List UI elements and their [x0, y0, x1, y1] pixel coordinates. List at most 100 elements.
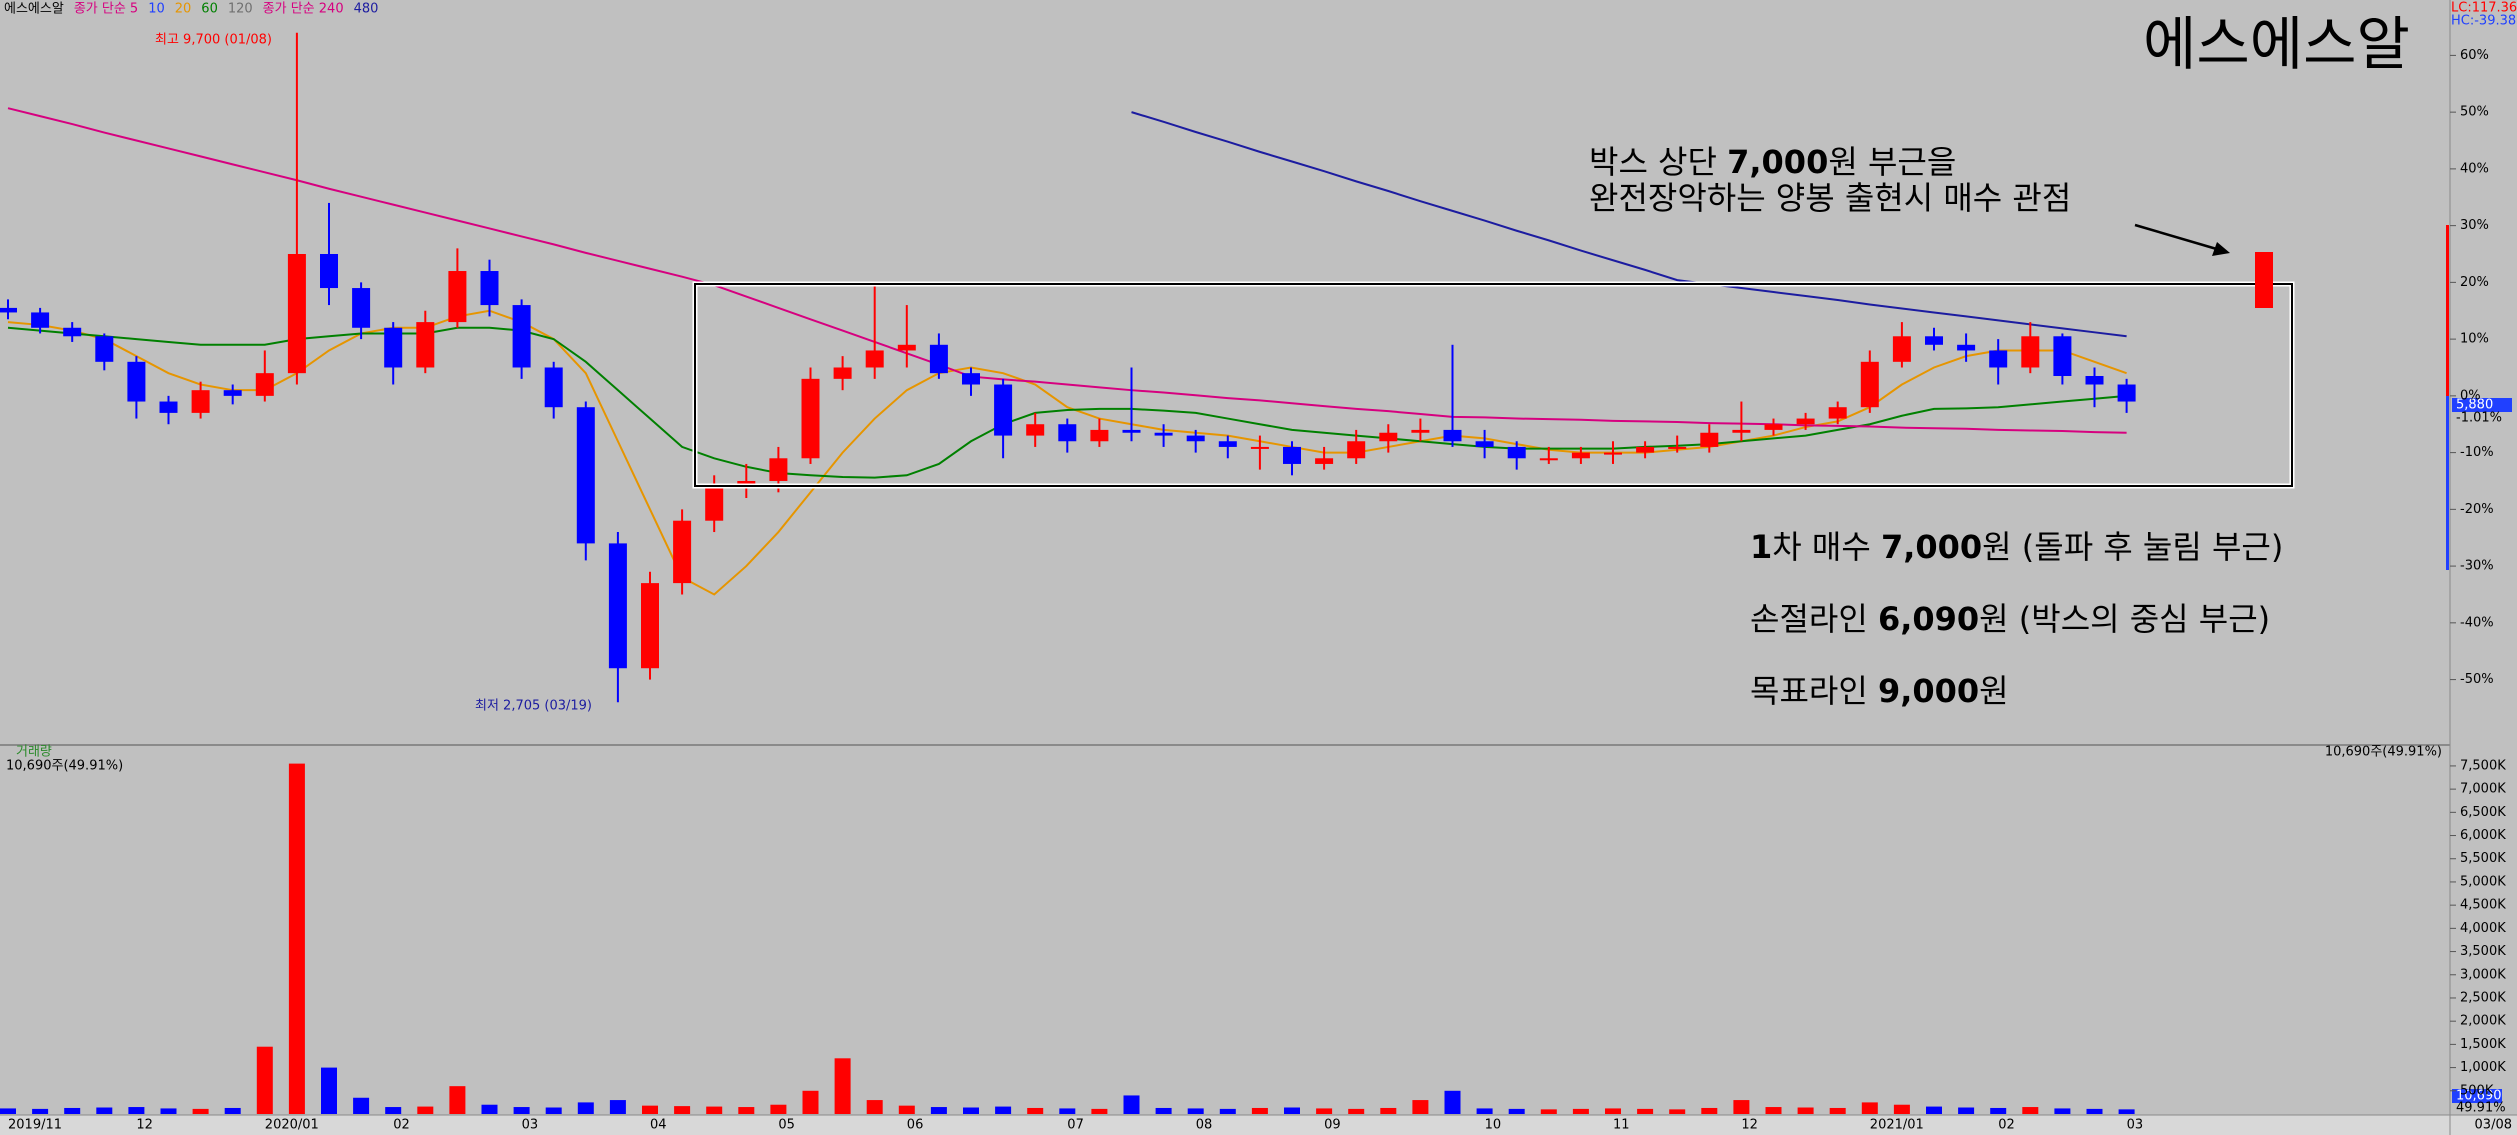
volume-bar: [1893, 1104, 1910, 1114]
candle-body: [929, 344, 948, 374]
volume-bar: [2086, 1108, 2103, 1114]
candle-body: [1315, 458, 1334, 464]
volume-bar: [288, 763, 305, 1114]
y-tick-label: 40%: [2460, 161, 2489, 176]
legend-item: 20: [175, 2, 192, 17]
volume-bar: [1380, 1107, 1397, 1114]
candle-body: [769, 458, 788, 481]
volume-bar: [1637, 1108, 1654, 1114]
legend-item: 종가 단순 5: [74, 2, 138, 17]
candle-body: [1764, 424, 1783, 430]
volume-bar: [1059, 1108, 1076, 1114]
candle-body: [223, 390, 242, 396]
volume-bar: [224, 1107, 241, 1114]
candle-body: [833, 367, 852, 379]
candle-body: [897, 344, 916, 351]
volume-bar: [128, 1107, 145, 1114]
annotation-line: 손절라인 6,090원 (박스의 중심 부근): [1750, 600, 2270, 638]
candle-body: [641, 583, 659, 669]
volume-bar: [1701, 1107, 1718, 1114]
x-tick-label: 04: [650, 1118, 667, 1133]
lc-label: LC:117.36: [2451, 1, 2517, 16]
volume-bar: [192, 1108, 209, 1114]
annotation-segment: 원 (돌파 후 눌림 부근): [1982, 528, 2283, 566]
legend-item: 종가 단순 240: [263, 2, 344, 17]
x-tick-label: 06: [907, 1118, 924, 1133]
volume-bar: [609, 1100, 626, 1114]
volume-bar: [866, 1100, 883, 1114]
candle-body: [1154, 432, 1173, 436]
volume-bar: [963, 1107, 979, 1114]
y-tick-label: -30%: [2460, 559, 2494, 574]
volume-bar: [738, 1107, 755, 1114]
volume-bar: [1797, 1107, 1814, 1114]
volume-bar: [2054, 1108, 2071, 1114]
y-tick-label: -10%: [2460, 445, 2494, 460]
x-tick-label: 2021/01: [1870, 1118, 1924, 1133]
marks: [0, 32, 2136, 1114]
volume-info: 10,690주(49.91%): [2325, 745, 2442, 760]
candle-body: [1892, 336, 1911, 362]
x-tick-label: 02: [393, 1118, 410, 1133]
volume-bar: [706, 1106, 723, 1114]
candle-body: [1796, 418, 1815, 425]
volume-bar: [1476, 1108, 1493, 1114]
x-tick-label: 09: [1324, 1118, 1341, 1133]
candle-body: [1668, 446, 1687, 449]
annotation-line: 완전장악하는 양봉 출현시 매수 관점: [1589, 179, 2071, 217]
box-annotation: [694, 283, 2293, 487]
candle-body: [255, 373, 274, 396]
x-tick-label: 05: [778, 1118, 795, 1133]
candle-body: [287, 254, 306, 374]
candle-body: [1250, 446, 1269, 449]
x-tick-label: 2019/11: [8, 1118, 62, 1133]
volume-bar: [1027, 1107, 1044, 1114]
candle-body: [1604, 452, 1622, 455]
y-tick-label: 10%: [2460, 332, 2489, 347]
candle-body: [544, 367, 563, 408]
candle-body: [1636, 446, 1655, 453]
candle-body: [1507, 446, 1526, 459]
candle-body: [1347, 441, 1366, 459]
candle-body: [1475, 441, 1494, 447]
annotation-line: 박스 상단 7,000원 부근을: [1589, 143, 1956, 181]
candle-body: [416, 322, 435, 368]
volume-bar: [1733, 1100, 1750, 1114]
volume-bar: [1284, 1107, 1300, 1114]
headline: 에스에스알: [2143, 10, 2410, 78]
volume-bar: [64, 1107, 81, 1114]
arrow-head: [2212, 242, 2230, 256]
volume-bar: [834, 1058, 851, 1114]
moving-average: [1131, 111, 2127, 338]
candle-body: [1090, 429, 1109, 442]
candle-body: [512, 305, 531, 368]
annotation-segment: 7,000: [1881, 528, 1982, 566]
annotation-line: 목표라인 9,000원: [1750, 672, 2009, 710]
arrow: [2134, 223, 2221, 252]
candle-body: [352, 288, 371, 328]
volume-bar: [513, 1107, 530, 1114]
candle-body: [801, 378, 820, 459]
volume-bar: [1219, 1108, 1236, 1114]
candle-body: [95, 336, 114, 362]
annotation-segment: 차 매수: [1772, 528, 1881, 566]
candle-body: [673, 520, 692, 584]
last-volume: 10,690: [2456, 1089, 2502, 1104]
volume-bar: [930, 1107, 947, 1114]
candle-body: [2117, 384, 2136, 402]
candle-body: [2085, 376, 2104, 385]
y-tick-label: 60%: [2460, 48, 2489, 63]
candle-body: [1122, 429, 1141, 433]
x-tick-label: 12: [136, 1118, 153, 1133]
y-tick-label: 50%: [2460, 105, 2489, 120]
candle-body: [1443, 429, 1462, 442]
candle-body: [0, 307, 17, 313]
volume-bar: [995, 1106, 1012, 1114]
candle-body: [1732, 429, 1751, 433]
volume-tick-label: 1,000K: [2460, 1060, 2506, 1075]
last-price: 5,880: [2456, 398, 2493, 413]
volume-bar: [1605, 1108, 1621, 1114]
volume-bar: [674, 1106, 691, 1114]
volume-bar: [353, 1097, 370, 1114]
